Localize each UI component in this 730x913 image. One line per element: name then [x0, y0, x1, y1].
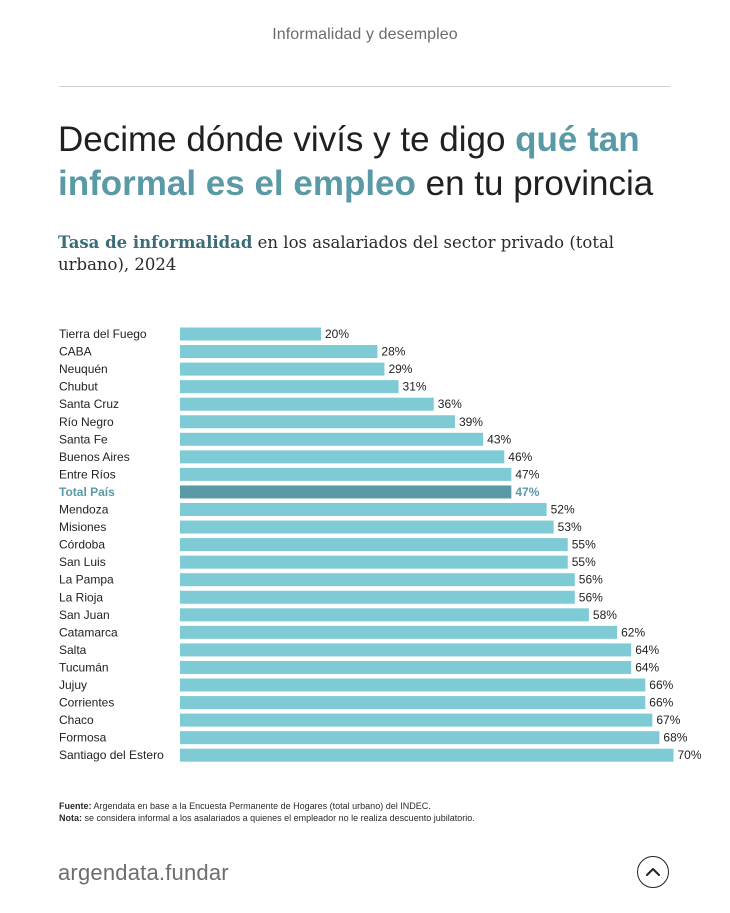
value-label: 29%: [388, 362, 412, 376]
category-label: Santiago del Estero: [59, 748, 164, 762]
informality-bar-chart: Tierra del Fuego 20% CABA 28% Neuquén 29% Chub…: [59, 327, 702, 762]
category-label: Salta: [59, 643, 87, 657]
bar: [180, 660, 632, 674]
category-label: Misiones: [59, 520, 106, 534]
value-label: 28%: [381, 345, 405, 359]
value-label: 53%: [558, 520, 582, 534]
category-label: Chubut: [59, 380, 98, 394]
value-label: 46%: [508, 450, 532, 464]
bar: [180, 538, 568, 552]
chart-subtitle: Tasa de informalidad en los asalariados …: [58, 232, 658, 276]
section-label: Informalidad y desempleo: [272, 26, 458, 43]
value-label: 56%: [579, 590, 603, 604]
headline-part2: en tu provincia: [415, 164, 654, 203]
category-label: CABA: [59, 345, 92, 359]
category-label: La Rioja: [59, 590, 103, 604]
value-label: 64%: [635, 643, 659, 657]
category-label: Jujuy: [59, 678, 87, 692]
value-label: 68%: [663, 731, 687, 745]
bar: [180, 450, 505, 464]
source-label: Fuente:: [59, 801, 92, 811]
bar: [180, 696, 646, 710]
category-label: Chaco: [59, 713, 94, 727]
bar: [180, 327, 321, 341]
bar: [180, 415, 455, 429]
category-label: Santa Fe: [59, 432, 108, 446]
value-label: 55%: [572, 538, 596, 552]
value-label: 55%: [572, 555, 596, 569]
note-line: Nota: se considera informal a los asalar…: [59, 812, 679, 824]
category-label: La Pampa: [59, 573, 114, 587]
scroll-top-button[interactable]: [637, 856, 669, 888]
category-label: Mendoza: [59, 503, 109, 517]
headline-part1: Decime dónde vivís y te digo: [58, 120, 516, 159]
bar: [180, 625, 618, 639]
bar: [180, 590, 575, 604]
category-label: Entre Ríos: [59, 467, 116, 481]
category-label: San Luis: [59, 555, 106, 569]
bar: [180, 380, 399, 394]
bar: [180, 520, 554, 534]
value-label: 36%: [438, 397, 462, 411]
bar: [180, 362, 385, 376]
category-label: Catamarca: [59, 625, 118, 639]
value-label: 67%: [656, 713, 680, 727]
bar: [180, 643, 632, 657]
value-label: 31%: [403, 380, 427, 394]
value-label: 64%: [635, 660, 659, 674]
value-label: 43%: [487, 432, 511, 446]
value-label: 70%: [678, 748, 702, 762]
note-label: Nota:: [59, 813, 82, 823]
value-label: 20%: [325, 327, 349, 341]
value-label: 47%: [515, 485, 539, 499]
top-divider: [59, 86, 670, 87]
bar: [180, 397, 434, 411]
value-label: 39%: [459, 415, 483, 429]
category-label: Neuquén: [59, 362, 108, 376]
bar: [180, 608, 589, 622]
brand-logo-text: argendata.fundar: [58, 860, 229, 885]
category-label: Total País: [59, 485, 115, 499]
value-label: 47%: [515, 467, 539, 481]
bar: [180, 573, 575, 587]
bar: [180, 678, 646, 692]
headline: Decime dónde vivís y te digo qué tan inf…: [58, 118, 698, 206]
value-label: 52%: [551, 503, 575, 517]
source-text: Argendata en base a la Encuesta Permanen…: [91, 801, 431, 811]
bar: [180, 555, 568, 569]
category-label: Río Negro: [59, 415, 114, 429]
headline-highlight: qué tan informal es el empleo: [58, 120, 640, 203]
bar: [180, 432, 484, 446]
value-label: 66%: [649, 678, 673, 692]
category-label: Santa Cruz: [59, 397, 119, 411]
category-label: Corrientes: [59, 696, 114, 710]
bar: [180, 748, 674, 762]
value-label: 62%: [621, 625, 645, 639]
value-label: 56%: [579, 573, 603, 587]
chevron-up-icon: [646, 868, 660, 876]
value-label: 66%: [649, 696, 673, 710]
source-line: Fuente: Argendata en base a la Encuesta …: [59, 800, 679, 812]
bar: [180, 713, 653, 727]
chart-notes: Fuente: Argendata en base a la Encuesta …: [59, 800, 679, 824]
bar: [180, 345, 378, 359]
value-label: 58%: [593, 608, 617, 622]
bar: [180, 467, 512, 481]
category-label: Buenos Aires: [59, 450, 130, 464]
note-text: se considera informal a los asalariados …: [82, 813, 475, 823]
chart-subtitle-rest: en los asalariados del sector privado (t…: [58, 233, 615, 274]
category-label: San Juan: [59, 608, 110, 622]
bar-highlight: [180, 485, 512, 499]
category-label: Córdoba: [59, 538, 105, 552]
category-label: Tucumán: [59, 660, 109, 674]
bar: [180, 503, 547, 516]
category-label: Tierra del Fuego: [59, 327, 147, 341]
category-label: Formosa: [59, 731, 107, 745]
bar: [180, 731, 660, 745]
chart-subtitle-strong: Tasa de informalidad: [58, 233, 253, 252]
